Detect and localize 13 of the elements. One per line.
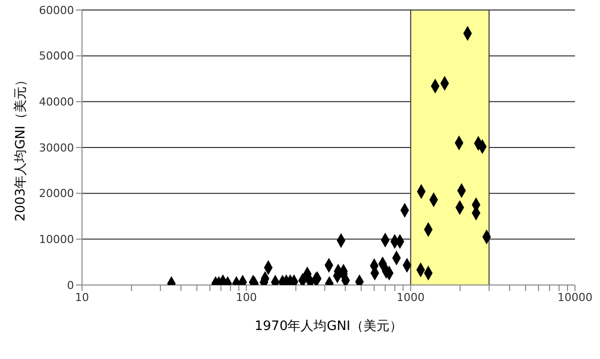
x-tick-label: 10000 <box>558 290 592 304</box>
y-tick-label: 20000 <box>39 187 74 200</box>
x-tick-label: 100 <box>236 290 257 304</box>
x-tick-label: 10 <box>75 290 89 304</box>
x-axis-title: 1970年人均GNI（美元） <box>254 318 402 334</box>
x-tick-label: 1000 <box>396 290 425 304</box>
y-tick-label: 60000 <box>39 4 74 17</box>
y-tick-label: 0 <box>67 278 74 292</box>
y-tick-label: 30000 <box>39 141 74 154</box>
y-tick-label: 50000 <box>39 50 74 63</box>
y-axis-title: 2003年人均GNI（美元） <box>12 74 29 222</box>
y-tick-label: 40000 <box>39 96 74 109</box>
y-tick-label: 10000 <box>39 233 74 246</box>
